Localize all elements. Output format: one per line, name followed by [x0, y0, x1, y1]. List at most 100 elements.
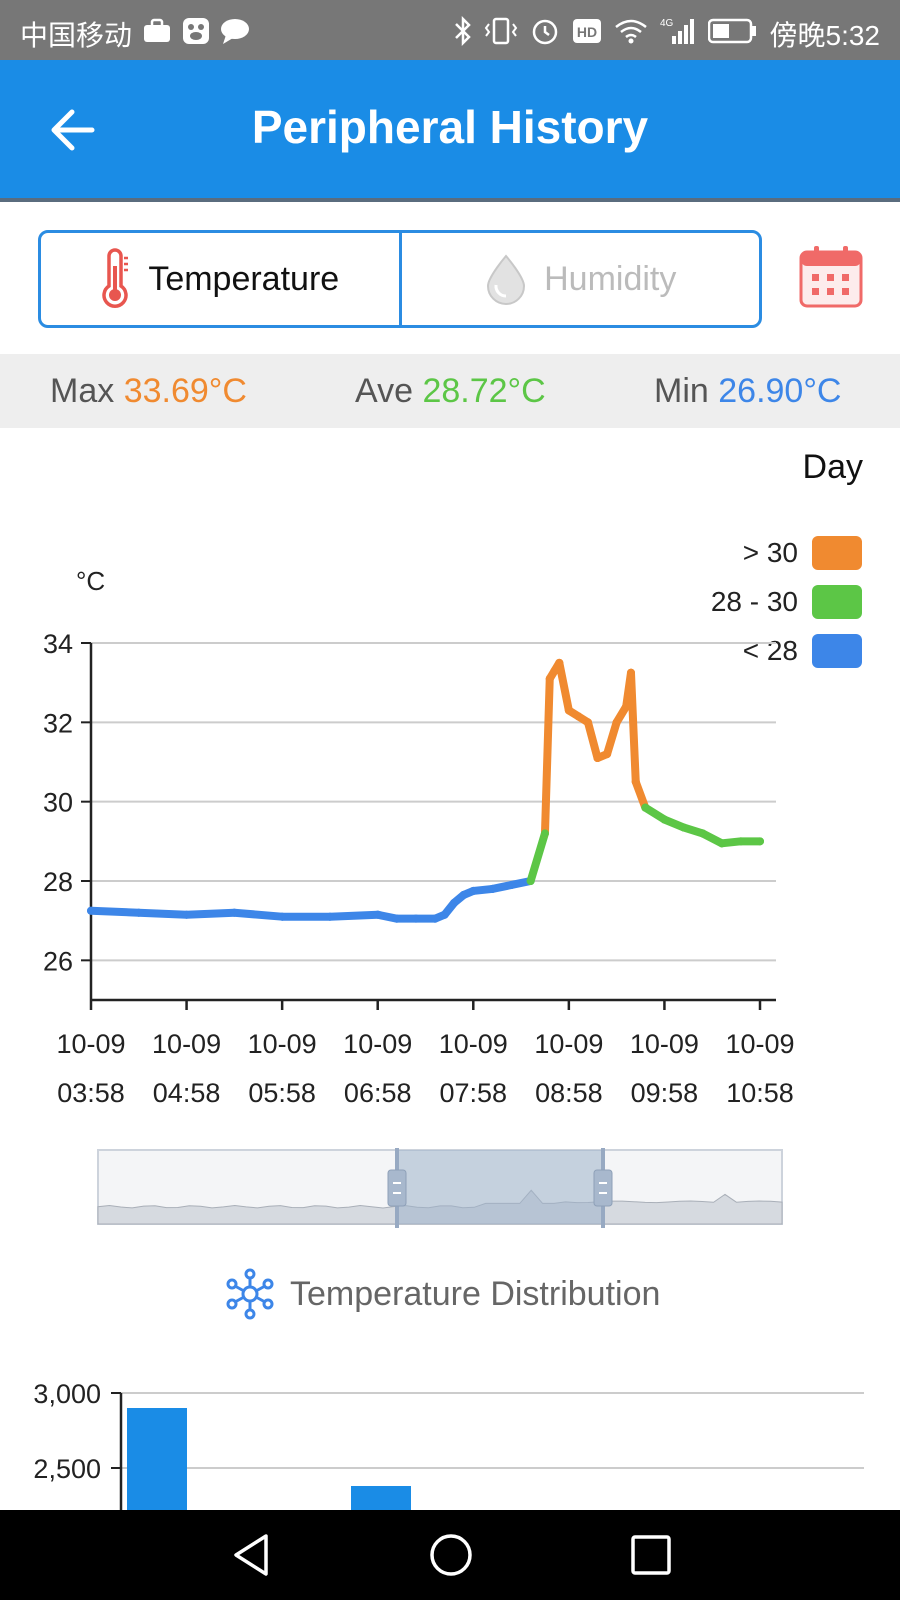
calendar-button[interactable] [798, 244, 864, 310]
dist-y-tick-label: 3,000 [33, 1379, 101, 1409]
distribution-grid: 2,500 3,000 [33, 1379, 864, 1510]
data-point [469, 886, 478, 895]
back-button[interactable] [44, 100, 104, 160]
stats-bar: Max 33.69°C Ave 28.72°C Min 26.90°C [0, 354, 900, 428]
line-segment [555, 658, 573, 715]
line-segment [182, 908, 239, 919]
distribution-title: Temperature Distribution [290, 1274, 661, 1313]
chat-bubble-icon [220, 17, 250, 52]
data-point [431, 914, 440, 923]
data-point [555, 658, 564, 667]
data-point [440, 910, 449, 919]
line-segment [540, 674, 554, 838]
vibrate-icon [484, 16, 518, 53]
data-point [756, 837, 764, 846]
y-tick-label: 32 [43, 708, 73, 738]
data-point [679, 823, 688, 832]
data-point [564, 706, 573, 715]
x-tick-label-date: 10-09 [630, 1029, 699, 1059]
x-tick-label-date: 10-09 [248, 1029, 317, 1059]
x-tick-label-time: 04:58 [153, 1078, 221, 1108]
line-segment [631, 777, 650, 812]
data-point [540, 829, 549, 838]
stat-ave-label: Ave [355, 372, 413, 410]
data-point [134, 908, 143, 917]
bluetooth-icon [454, 15, 472, 53]
data-point [325, 912, 334, 921]
data-point [488, 884, 497, 893]
briefcase-icon [142, 18, 172, 51]
slider-selection[interactable] [397, 1150, 603, 1224]
data-point [230, 908, 239, 917]
nav-back-button[interactable] [228, 1532, 274, 1578]
y-tick-label: 34 [43, 629, 73, 659]
slider-handle-left[interactable] [387, 1169, 407, 1207]
data-point [698, 829, 707, 838]
line-segment [134, 908, 191, 919]
stat-max: Max 33.69°C [50, 372, 247, 411]
x-tick-label-time: 09:58 [631, 1078, 699, 1108]
data-point [574, 712, 583, 721]
data-point [450, 898, 459, 907]
chart-axes: 26 28 30 32 34 10-09 03:58 10-09 04:58 10-09 05:58… [43, 629, 795, 1108]
wifi-icon [614, 17, 648, 52]
stat-ave-value: 28.72°C [422, 372, 546, 410]
line-segment [526, 829, 549, 885]
clock-label: 傍晚5:32 [769, 20, 881, 51]
data-point [392, 914, 401, 923]
y-tick-label: 30 [43, 788, 73, 818]
x-tick-label-date: 10-09 [56, 1029, 125, 1059]
line-segment [230, 908, 287, 921]
y-tick-label: 26 [43, 946, 73, 976]
data-point [717, 839, 726, 848]
alarm-icon [530, 16, 560, 53]
status-bar: 中国移动 HD 4G 傍晚5:32 [0, 0, 900, 60]
legend-label-low: < 28 [742, 635, 798, 666]
x-tick-label-time: 10:58 [726, 1078, 794, 1108]
nav-home-button[interactable] [428, 1532, 474, 1578]
page-title: Peripheral History [251, 101, 649, 153]
tab-humidity[interactable]: Humidity [402, 233, 760, 325]
line-segment [325, 910, 382, 921]
water-drop-icon [487, 254, 526, 305]
tab-temperature[interactable]: Temperature [41, 233, 402, 325]
stat-min: Min 26.90°C [654, 372, 841, 411]
distribution-bars [127, 1408, 411, 1510]
data-point [660, 815, 669, 824]
legend-label-high: > 30 [742, 537, 798, 568]
distribution-header: Temperature Distribution [224, 1268, 660, 1320]
x-tick-label-time: 03:58 [57, 1078, 125, 1108]
temperature-chart: 26 28 30 32 34 10-09 03:58 10-09 04:58 10-09 05:58… [43, 629, 795, 1108]
data-point [641, 803, 650, 812]
x-tick-label-time: 05:58 [248, 1078, 316, 1108]
nav-recents-button[interactable] [628, 1532, 674, 1578]
dist-bar [127, 1408, 187, 1510]
hd-label: HD [576, 24, 596, 40]
data-point [626, 668, 635, 677]
stat-min-value: 26.90°C [718, 372, 842, 410]
stat-max-value: 33.69°C [123, 372, 247, 410]
signal-icon: 4G [660, 16, 696, 53]
data-point [545, 674, 554, 683]
metric-tabs: Temperature Humidity [38, 230, 762, 328]
temperature-series [87, 658, 764, 923]
range-selector[interactable]: Day [802, 448, 863, 486]
slider-handle-right[interactable] [593, 1169, 613, 1207]
network-label: 4G [660, 18, 674, 29]
data-point [593, 754, 602, 763]
calendar-icon [799, 246, 863, 308]
battery-icon [707, 18, 758, 51]
thermometer-icon [102, 248, 129, 308]
data-point [411, 914, 420, 923]
x-tick-label-date: 10-09 [152, 1029, 221, 1059]
data-point [612, 718, 621, 727]
legend-swatch-mid [812, 585, 862, 619]
legend-item-mid: 28 - 30 [711, 585, 862, 619]
x-tick-label-time: 06:58 [344, 1078, 412, 1108]
data-point [603, 750, 612, 759]
dist-bar [351, 1486, 411, 1510]
app-bar: Peripheral History [0, 60, 900, 202]
data-point [182, 910, 191, 919]
time-range-slider[interactable] [96, 1148, 786, 1228]
data-point [550, 666, 559, 675]
